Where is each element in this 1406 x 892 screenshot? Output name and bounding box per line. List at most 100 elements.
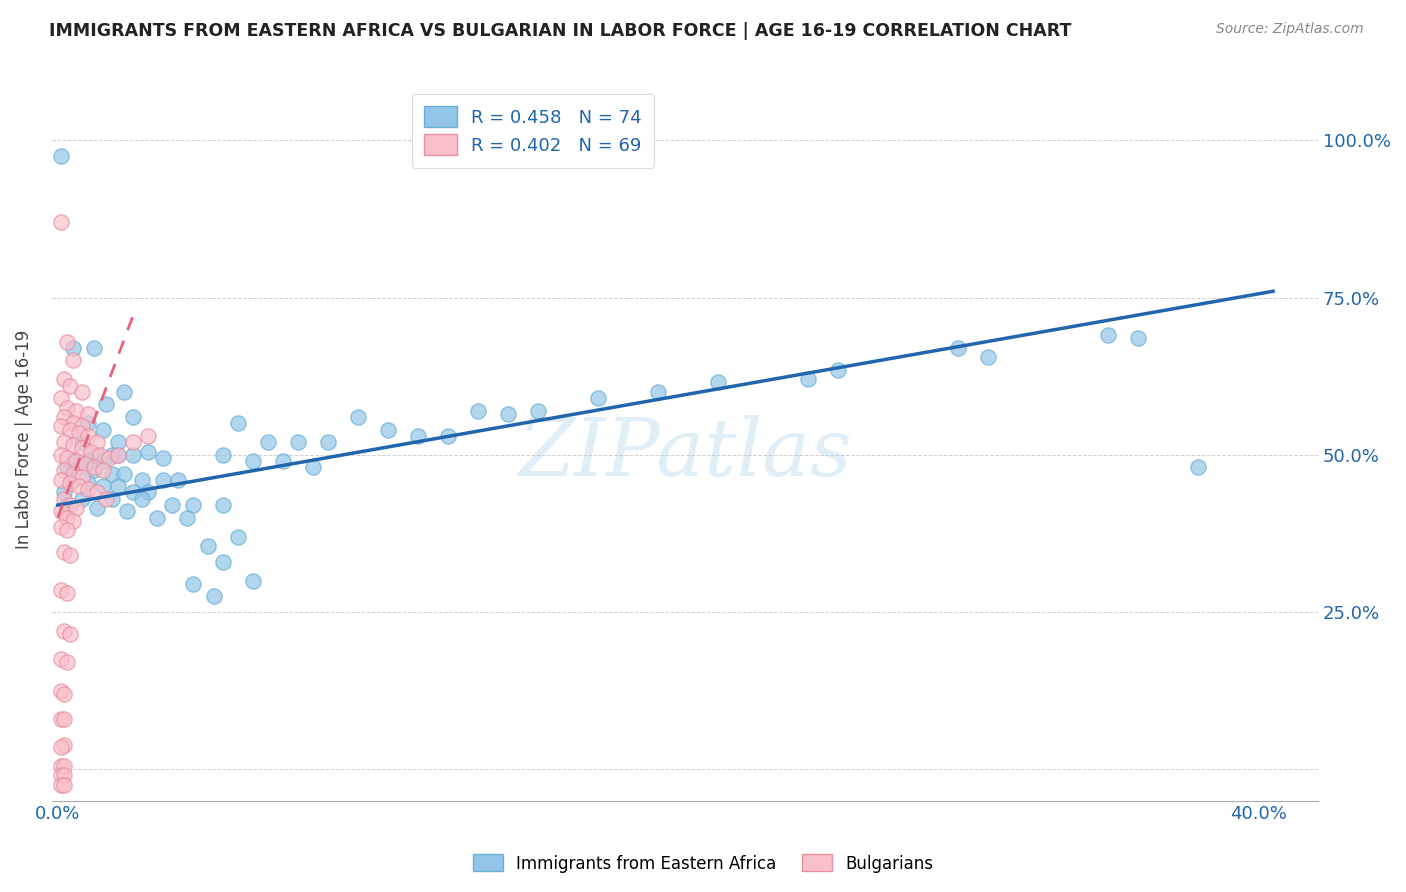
Point (496, 407, 519, 421)
Point (301, 460, 323, 475)
Point (197, 539, 219, 553)
Point (152, 473, 174, 487)
Point (86, 501, 108, 516)
Point (52, 624, 75, 638)
Point (67, 479, 90, 493)
Point (94, 397, 117, 411)
Point (107, 479, 129, 493)
Point (181, 498, 204, 512)
Point (52, 739, 75, 753)
Point (52, 485, 75, 500)
Point (91, 463, 114, 477)
Point (49, 778, 72, 792)
Point (1126, 331, 1149, 345)
Point (97, 450, 120, 465)
Point (55, 498, 77, 512)
Point (52, 435, 75, 450)
Y-axis label: In Labor Force | Age 16-19: In Labor Force | Age 16-19 (15, 329, 32, 549)
Point (76, 429, 98, 443)
Point (242, 574, 264, 588)
Point (1097, 328, 1119, 343)
Point (52, 491, 75, 506)
Point (59, 627, 82, 641)
Point (86, 435, 108, 450)
Point (86, 485, 108, 500)
Point (131, 473, 153, 487)
Point (647, 384, 669, 399)
Point (76, 407, 98, 421)
Point (49, 652, 72, 666)
Point (49, 768, 72, 782)
Point (55, 523, 77, 537)
Point (62, 341, 84, 355)
Point (52, 759, 75, 773)
Point (70, 384, 93, 399)
Point (131, 491, 153, 506)
Point (49, 683, 72, 698)
Point (62, 353, 84, 368)
Point (59, 498, 82, 512)
Point (181, 576, 204, 591)
Point (52, 712, 75, 726)
Point (176, 510, 198, 524)
Point (62, 438, 84, 452)
Point (707, 376, 730, 390)
Legend: Immigrants from Eastern Africa, Bulgarians: Immigrants from Eastern Africa, Bulgaria… (467, 847, 939, 880)
Point (55, 334, 77, 349)
Point (70, 460, 93, 475)
Point (406, 429, 429, 443)
Point (797, 372, 820, 386)
Point (65, 454, 87, 468)
Point (152, 450, 174, 465)
Point (62, 454, 84, 468)
Point (62, 473, 84, 487)
Point (211, 448, 233, 462)
Point (52, 463, 75, 477)
Point (256, 435, 278, 450)
Point (62, 417, 84, 431)
Point (136, 444, 159, 458)
Point (112, 467, 135, 481)
Point (55, 401, 77, 415)
Point (76, 483, 98, 497)
Point (52, 372, 75, 386)
Point (107, 448, 129, 462)
Point (49, 520, 72, 534)
Point (80, 444, 103, 458)
Point (52, 687, 75, 701)
Point (49, 391, 72, 405)
Point (49, 582, 72, 597)
Point (211, 555, 233, 569)
Point (271, 454, 294, 468)
Point (62, 467, 84, 481)
Point (67, 425, 90, 440)
Point (83, 463, 105, 477)
Point (115, 504, 138, 518)
Point (55, 655, 77, 669)
Point (121, 435, 143, 450)
Point (59, 476, 82, 491)
Point (55, 586, 77, 600)
Point (107, 448, 129, 462)
Text: ZIPatlas: ZIPatlas (519, 415, 852, 492)
Point (70, 491, 93, 506)
Point (70, 442, 93, 456)
Point (91, 454, 114, 468)
Point (977, 351, 1000, 365)
Point (55, 460, 77, 475)
Point (827, 363, 849, 377)
Point (70, 435, 93, 450)
Point (52, 768, 75, 782)
Point (91, 423, 114, 437)
Point (83, 460, 105, 475)
Point (49, 215, 72, 229)
Point (377, 423, 399, 437)
Point (59, 378, 82, 392)
Point (100, 491, 122, 506)
Point (89, 448, 111, 462)
Point (226, 417, 249, 431)
Point (76, 454, 98, 468)
Point (242, 454, 264, 468)
Point (160, 498, 183, 512)
Legend: R = 0.458   N = 74, R = 0.402   N = 69: R = 0.458 N = 74, R = 0.402 N = 69 (412, 94, 654, 168)
